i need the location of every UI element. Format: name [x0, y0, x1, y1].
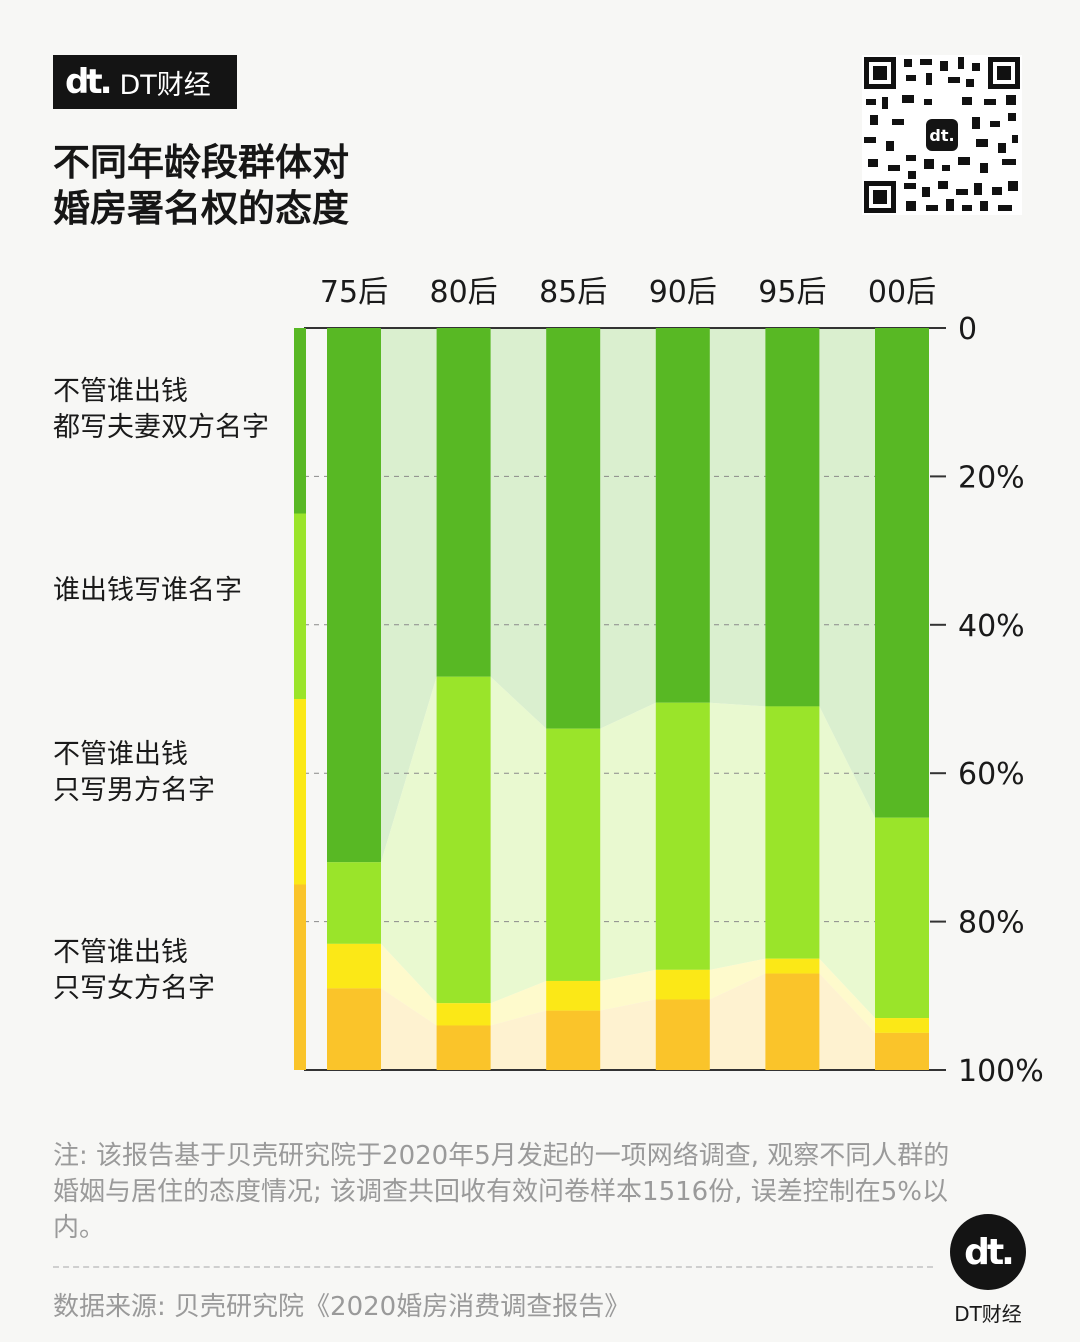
bar-00后-series-2	[875, 817, 929, 1019]
y-tick-label: 80%	[958, 906, 1025, 941]
qr-code-graphic: dt.	[862, 55, 1022, 215]
brand-name: DT财经	[119, 69, 211, 101]
bar-00后-series-4	[875, 1032, 929, 1070]
bar-85后-series-4	[546, 1010, 601, 1070]
bar-90后-series-3	[655, 969, 710, 1000]
bar-95后-series-4	[765, 973, 820, 1070]
bar-90后-series-4	[655, 999, 710, 1070]
footer-divider	[53, 1266, 933, 1268]
bar-95后-series-2	[765, 706, 820, 959]
legend-label-payer-name: 谁出钱写谁名字	[53, 575, 242, 606]
x-tick-label: 95后	[758, 275, 826, 310]
footer-logo-icon: dt.	[950, 1214, 1026, 1290]
chart-title-line-1: 不同年龄段群体对	[53, 141, 349, 184]
bar-95后-series-3	[765, 958, 820, 974]
y-tick-label: 20%	[958, 460, 1025, 495]
y-tick-label: 0	[958, 312, 977, 347]
chart-title: 不同年龄段群体对 婚房署名权的态度	[53, 140, 473, 232]
x-tick-label: 75后	[320, 275, 388, 310]
legend-label-male-only: 不管谁出钱 只写男方名字	[53, 739, 215, 806]
bar-85后-series-2	[546, 728, 601, 981]
y-tick-label: 40%	[958, 609, 1025, 644]
y-tick-label: 60%	[958, 757, 1025, 792]
bar-80后-series-2	[436, 676, 491, 1004]
legend-swatch-3	[294, 699, 306, 885]
chart-title-line-2: 婚房署名权的态度	[53, 187, 349, 230]
legend-label-female-only: 不管谁出钱 只写女方名字	[53, 937, 215, 1004]
bar-75后-series-3	[327, 943, 381, 989]
bar-00后-series-1	[875, 328, 929, 818]
footnote: 注: 该报告基于贝壳研究院于2020年5月发起的一项网络调查, 观察不同人群的婚…	[53, 1141, 950, 1243]
bar-80后-series-4	[436, 1025, 491, 1070]
bar-75后-series-1	[327, 328, 381, 863]
legend-label-both-names: 不管谁出钱 都写夫妻双方名字	[53, 376, 269, 443]
legend-swatch-2	[294, 513, 306, 699]
bar-75后-series-4	[327, 988, 381, 1070]
bar-90后-series-2	[655, 702, 710, 970]
y-tick-label: 100%	[958, 1054, 1044, 1089]
bar-80后-series-1	[436, 328, 491, 677]
x-tick-label: 00后	[868, 275, 936, 310]
dt-logo-mark: dt.	[65, 62, 112, 102]
bar-85后-series-3	[546, 980, 601, 1011]
svg-text:dt.: dt.	[929, 126, 954, 145]
legend-swatch-1	[294, 328, 306, 514]
legend-swatch-4	[294, 884, 306, 1070]
bar-75后-series-2	[327, 862, 381, 944]
qr-code: dt.	[862, 55, 1022, 215]
x-tick-label: 90后	[649, 275, 717, 310]
bar-85后-series-1	[546, 328, 601, 729]
bar-95后-series-1	[765, 328, 820, 707]
bar-00后-series-3	[875, 1018, 929, 1033]
x-tick-label: 80后	[430, 275, 498, 310]
brand-logo: dt. DT财经	[53, 55, 237, 109]
x-tick-label: 85后	[539, 275, 607, 310]
footer-logo-name: DT财经	[954, 1302, 1022, 1326]
bar-90后-series-1	[655, 328, 710, 703]
data-source: 数据来源: 贝壳研究院《2020婚房消费调查报告》	[53, 1292, 631, 1322]
bar-80后-series-3	[436, 1003, 491, 1026]
